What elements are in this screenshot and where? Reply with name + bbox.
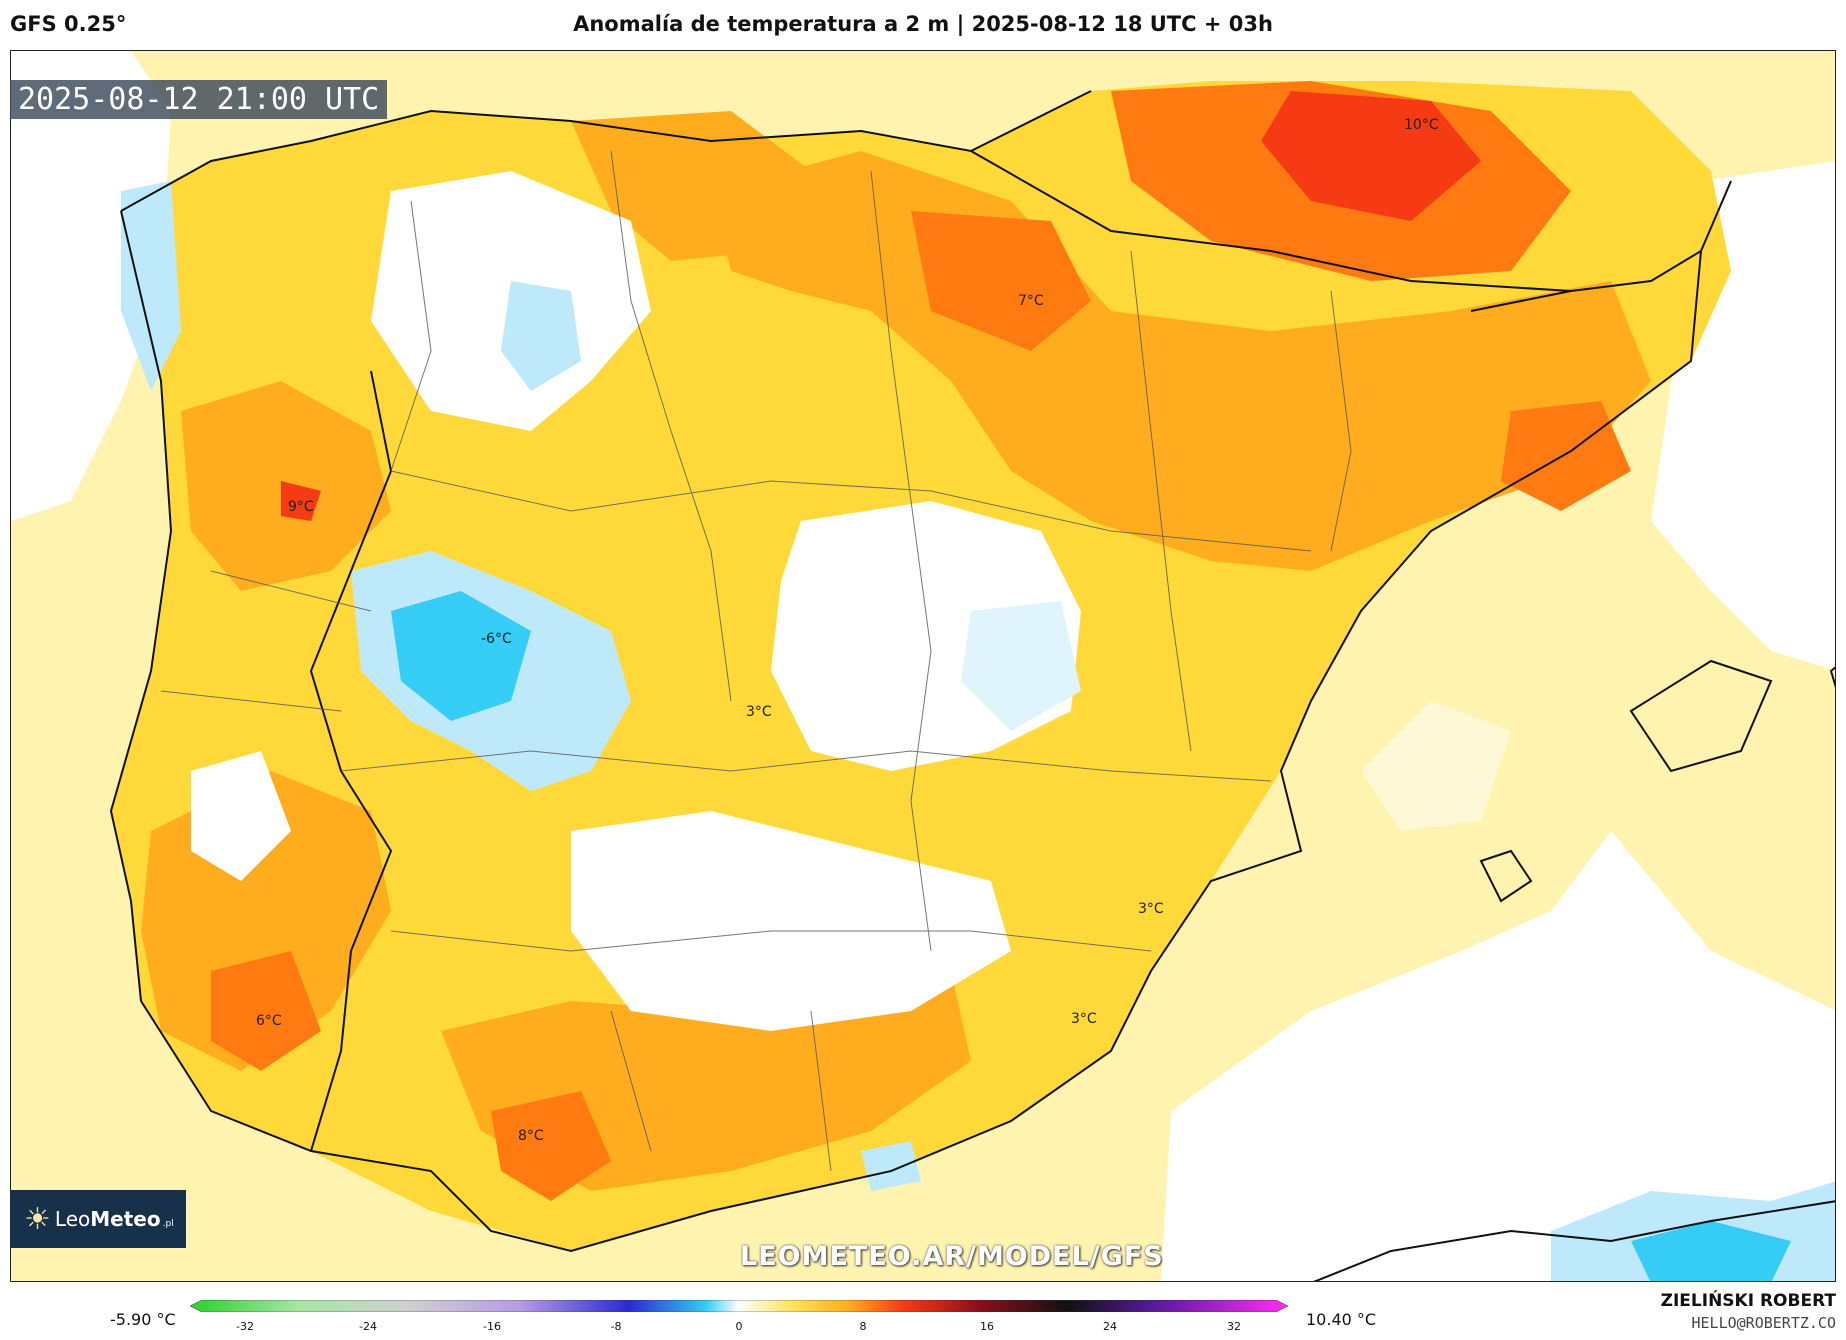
pyrenees-red-core (1261, 91, 1481, 221)
temp-label: 9°C (288, 499, 314, 515)
mallorca-island (1629, 659, 1773, 773)
logo-text-part2: Meteo (90, 1207, 161, 1231)
scale-tick: 24 (1103, 1320, 1117, 1333)
temp-label: 3°C (1071, 1011, 1097, 1027)
valid-time-badge: 2025-08-12 21:00 UTC (10, 80, 388, 119)
temp-label: 3°C (1138, 901, 1164, 917)
scale-max-label: 10.40 °C (1306, 1310, 1377, 1329)
alboran-white-area (1161, 831, 1835, 1281)
scale-tick: -32 (236, 1320, 254, 1333)
logo-suffix: .pl (162, 1219, 174, 1229)
scale-tick: -8 (610, 1320, 622, 1333)
ibiza-island (1479, 849, 1533, 903)
author-email: HELLO@ROBERTZ.CO (1691, 1314, 1837, 1332)
site-watermark: LEOMETEO.AR/MODEL/GFS (740, 1241, 1164, 1272)
temp-label: 8°C (518, 1128, 544, 1144)
scale-tick: 8 (859, 1320, 867, 1333)
southern-plateau-white (571, 811, 1011, 1031)
province-borders (160, 150, 1352, 1172)
iberia-coastline (109, 210, 1702, 1253)
map-frame: 10°C 7°C 9°C -6°C 3°C 3°C 6°C 3°C 8°C (10, 50, 1836, 1282)
temp-label: 7°C (1018, 293, 1044, 309)
scale-tick: -24 (359, 1320, 377, 1333)
north-africa-coast (1313, 1200, 1835, 1281)
extremadura-blue-core (391, 591, 531, 721)
temp-label: 6°C (256, 1013, 282, 1029)
pyrenees-border (970, 150, 1572, 292)
color-scale-bar (190, 1300, 1288, 1312)
temp-label: 10°C (1404, 117, 1439, 133)
scale-tick: 16 (980, 1320, 994, 1333)
galicia-coast-light-blue (121, 181, 181, 391)
color-scale-ticks: -32 -24 -16 -8 0 8 16 24 32 (190, 1320, 1288, 1340)
logo-text-part1: Leo (54, 1207, 91, 1231)
sun-icon: ☀ (24, 1201, 51, 1237)
author-name: ZIELIŃSKI ROBERT (1660, 1291, 1836, 1311)
scale-min-label: -5.90 °C (110, 1310, 176, 1329)
scale-tick: 32 (1227, 1320, 1241, 1333)
temperature-anomaly-map: 10°C 7°C 9°C -6°C 3°C 3°C 6°C 3°C 8°C (11, 51, 1835, 1281)
scale-tick: 0 (735, 1320, 743, 1333)
model-label: GFS 0.25° (10, 12, 127, 36)
scale-tick: -16 (483, 1320, 501, 1333)
temp-label: 3°C (746, 704, 772, 720)
temp-label: -6°C (481, 631, 512, 647)
chart-title: Anomalía de temperatura a 2 m | 2025-08-… (573, 12, 1273, 36)
atlantic-white-area (11, 51, 171, 521)
leometeo-logo: ☀ Leo Meteo .pl (10, 1190, 186, 1248)
